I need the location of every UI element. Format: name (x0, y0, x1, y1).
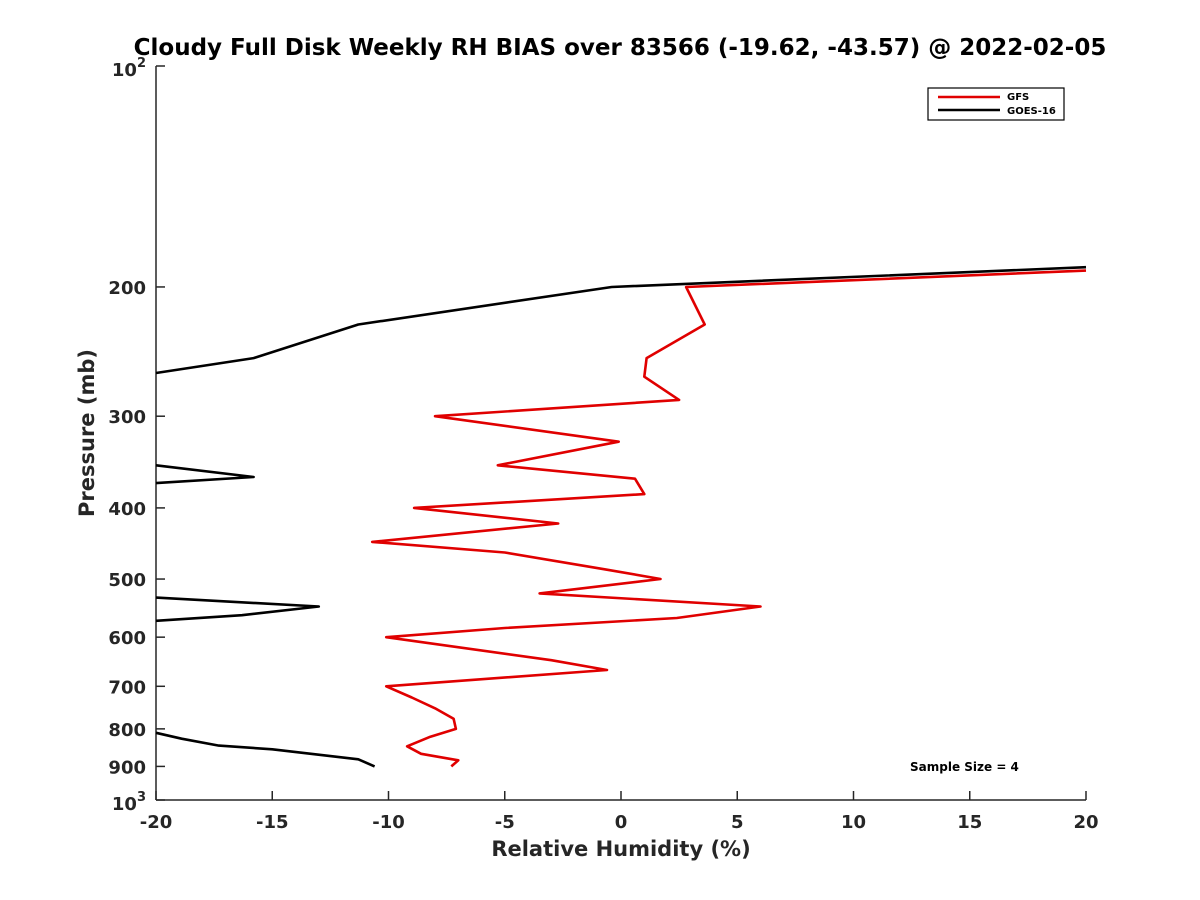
y-tick-label: 900 (108, 757, 146, 778)
series-line-goes16 (155, 265, 1087, 768)
legend-box (927, 87, 1065, 121)
x-tick-label: 20 (1073, 812, 1098, 833)
x-tick-label: 15 (957, 812, 982, 833)
legend: GFS GOES-16 (927, 87, 1065, 121)
y-tick-exponent: 2 (137, 56, 146, 71)
y-tick-label: 400 (108, 499, 146, 520)
y-tick-base: 10 (112, 794, 137, 815)
x-tick-label: -15 (256, 812, 289, 833)
plot-area (155, 66, 1086, 801)
series-line-gfs (370, 269, 1087, 768)
y-tick-label: 300 (108, 407, 146, 428)
sample-size-annotation: Sample Size = 4 (910, 760, 1019, 774)
y-tick-label: 102 (112, 56, 146, 81)
x-tick-label: 0 (615, 812, 628, 833)
x-tick-label: 5 (731, 812, 744, 833)
chart-title: Cloudy Full Disk Weekly RH BIAS over 835… (134, 35, 1107, 61)
series-layer (155, 265, 1087, 768)
x-tick-label: -5 (495, 812, 515, 833)
y-tick-label: 200 (108, 278, 146, 299)
x-axis-label: Relative Humidity (%) (491, 837, 750, 861)
y-tick-exponent: 3 (137, 790, 146, 805)
x-tick-label: -20 (140, 812, 173, 833)
y-tick-label: 800 (108, 720, 146, 741)
legend-label-goes16: GOES-16 (1007, 106, 1056, 117)
y-tick-label: 700 (108, 677, 146, 698)
x-ticks: -20 -15 -10 -5 0 5 10 15 20 (140, 791, 1099, 833)
y-tick-base: 10 (112, 60, 137, 81)
y-tick-label: 500 (108, 570, 146, 591)
y-tick-label: 103 (112, 790, 146, 815)
y-axis-label: Pressure (mb) (75, 349, 99, 517)
x-tick-label: -10 (372, 812, 405, 833)
legend-label-gfs: GFS (1007, 92, 1029, 103)
y-tick-label: 600 (108, 628, 146, 649)
x-tick-label: 10 (841, 812, 866, 833)
